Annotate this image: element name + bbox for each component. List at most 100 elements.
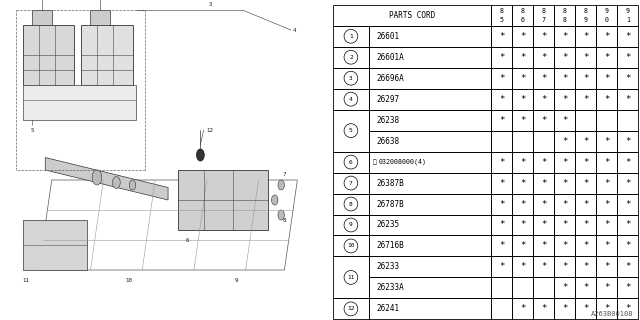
Text: 26297: 26297 bbox=[376, 95, 399, 104]
Bar bbox=[333, 236, 369, 256]
Text: 8: 8 bbox=[283, 218, 286, 222]
Bar bbox=[618, 5, 639, 26]
Text: 5: 5 bbox=[349, 128, 353, 133]
Text: *: * bbox=[562, 53, 568, 62]
Bar bbox=[22, 220, 87, 270]
Text: *: * bbox=[541, 304, 547, 313]
Text: 11: 11 bbox=[347, 275, 355, 280]
Bar bbox=[533, 277, 554, 298]
Text: 12: 12 bbox=[347, 306, 355, 311]
Text: *: * bbox=[541, 179, 547, 188]
Text: *: * bbox=[562, 179, 568, 188]
Bar bbox=[512, 256, 533, 277]
Text: *: * bbox=[604, 74, 609, 83]
Bar bbox=[369, 256, 491, 277]
Bar bbox=[596, 194, 618, 214]
Text: 6: 6 bbox=[349, 160, 353, 164]
Bar bbox=[512, 89, 533, 110]
Text: *: * bbox=[583, 137, 589, 146]
Text: 4: 4 bbox=[292, 28, 296, 33]
Text: *: * bbox=[625, 200, 630, 209]
Text: *: * bbox=[520, 32, 525, 41]
Bar bbox=[575, 47, 596, 68]
Bar bbox=[596, 256, 618, 277]
Bar bbox=[369, 214, 491, 236]
Text: *: * bbox=[583, 284, 589, 292]
Text: *: * bbox=[583, 53, 589, 62]
Bar bbox=[491, 68, 512, 89]
Text: *: * bbox=[520, 74, 525, 83]
Bar bbox=[575, 256, 596, 277]
Text: 1: 1 bbox=[349, 34, 353, 39]
Text: *: * bbox=[625, 32, 630, 41]
Bar bbox=[618, 152, 639, 172]
Bar bbox=[512, 26, 533, 47]
Text: 9: 9 bbox=[584, 17, 588, 23]
Bar bbox=[618, 236, 639, 256]
Bar bbox=[575, 172, 596, 194]
Bar bbox=[596, 89, 618, 110]
Bar bbox=[333, 89, 369, 110]
Bar bbox=[512, 214, 533, 236]
Text: *: * bbox=[604, 53, 609, 62]
Polygon shape bbox=[45, 157, 168, 200]
Circle shape bbox=[271, 195, 278, 205]
Bar bbox=[369, 47, 491, 68]
Bar bbox=[491, 277, 512, 298]
Text: *: * bbox=[562, 74, 568, 83]
Bar bbox=[491, 256, 512, 277]
Text: *: * bbox=[625, 220, 630, 229]
Bar bbox=[369, 131, 491, 152]
Bar bbox=[554, 110, 575, 131]
Bar bbox=[90, 10, 110, 25]
Text: 10: 10 bbox=[347, 244, 355, 248]
Text: 9: 9 bbox=[605, 8, 609, 14]
Bar bbox=[596, 47, 618, 68]
Text: *: * bbox=[625, 53, 630, 62]
Text: 6: 6 bbox=[521, 17, 525, 23]
Bar bbox=[533, 256, 554, 277]
Text: *: * bbox=[583, 200, 589, 209]
Bar bbox=[333, 214, 369, 236]
Bar bbox=[575, 26, 596, 47]
Bar bbox=[491, 172, 512, 194]
Bar bbox=[22, 85, 136, 120]
Text: *: * bbox=[625, 157, 630, 167]
Bar bbox=[596, 298, 618, 319]
Bar bbox=[178, 170, 268, 230]
Text: 26601A: 26601A bbox=[376, 53, 404, 62]
Text: *: * bbox=[583, 242, 589, 251]
Bar bbox=[554, 89, 575, 110]
Bar bbox=[618, 277, 639, 298]
Bar bbox=[618, 298, 639, 319]
Text: 26787B: 26787B bbox=[376, 200, 404, 209]
Bar bbox=[575, 68, 596, 89]
Text: *: * bbox=[583, 74, 589, 83]
Bar bbox=[491, 5, 512, 26]
Text: *: * bbox=[604, 200, 609, 209]
Text: *: * bbox=[604, 220, 609, 229]
Bar bbox=[512, 110, 533, 131]
Text: Ⓦ: Ⓦ bbox=[373, 159, 377, 165]
Bar bbox=[618, 89, 639, 110]
Text: 3: 3 bbox=[349, 76, 353, 81]
Bar bbox=[491, 152, 512, 172]
Text: *: * bbox=[499, 179, 504, 188]
Text: *: * bbox=[604, 179, 609, 188]
Text: *: * bbox=[499, 262, 504, 271]
Bar bbox=[618, 194, 639, 214]
Text: PARTS CORD: PARTS CORD bbox=[388, 11, 435, 20]
Text: *: * bbox=[520, 157, 525, 167]
Bar bbox=[512, 152, 533, 172]
Bar bbox=[596, 5, 618, 26]
Bar bbox=[32, 10, 52, 25]
Text: 26696A: 26696A bbox=[376, 74, 404, 83]
Text: *: * bbox=[625, 137, 630, 146]
Bar bbox=[333, 5, 491, 26]
Bar bbox=[554, 47, 575, 68]
Text: *: * bbox=[562, 262, 568, 271]
Bar bbox=[533, 26, 554, 47]
Bar bbox=[618, 131, 639, 152]
Text: *: * bbox=[520, 53, 525, 62]
Bar bbox=[596, 26, 618, 47]
